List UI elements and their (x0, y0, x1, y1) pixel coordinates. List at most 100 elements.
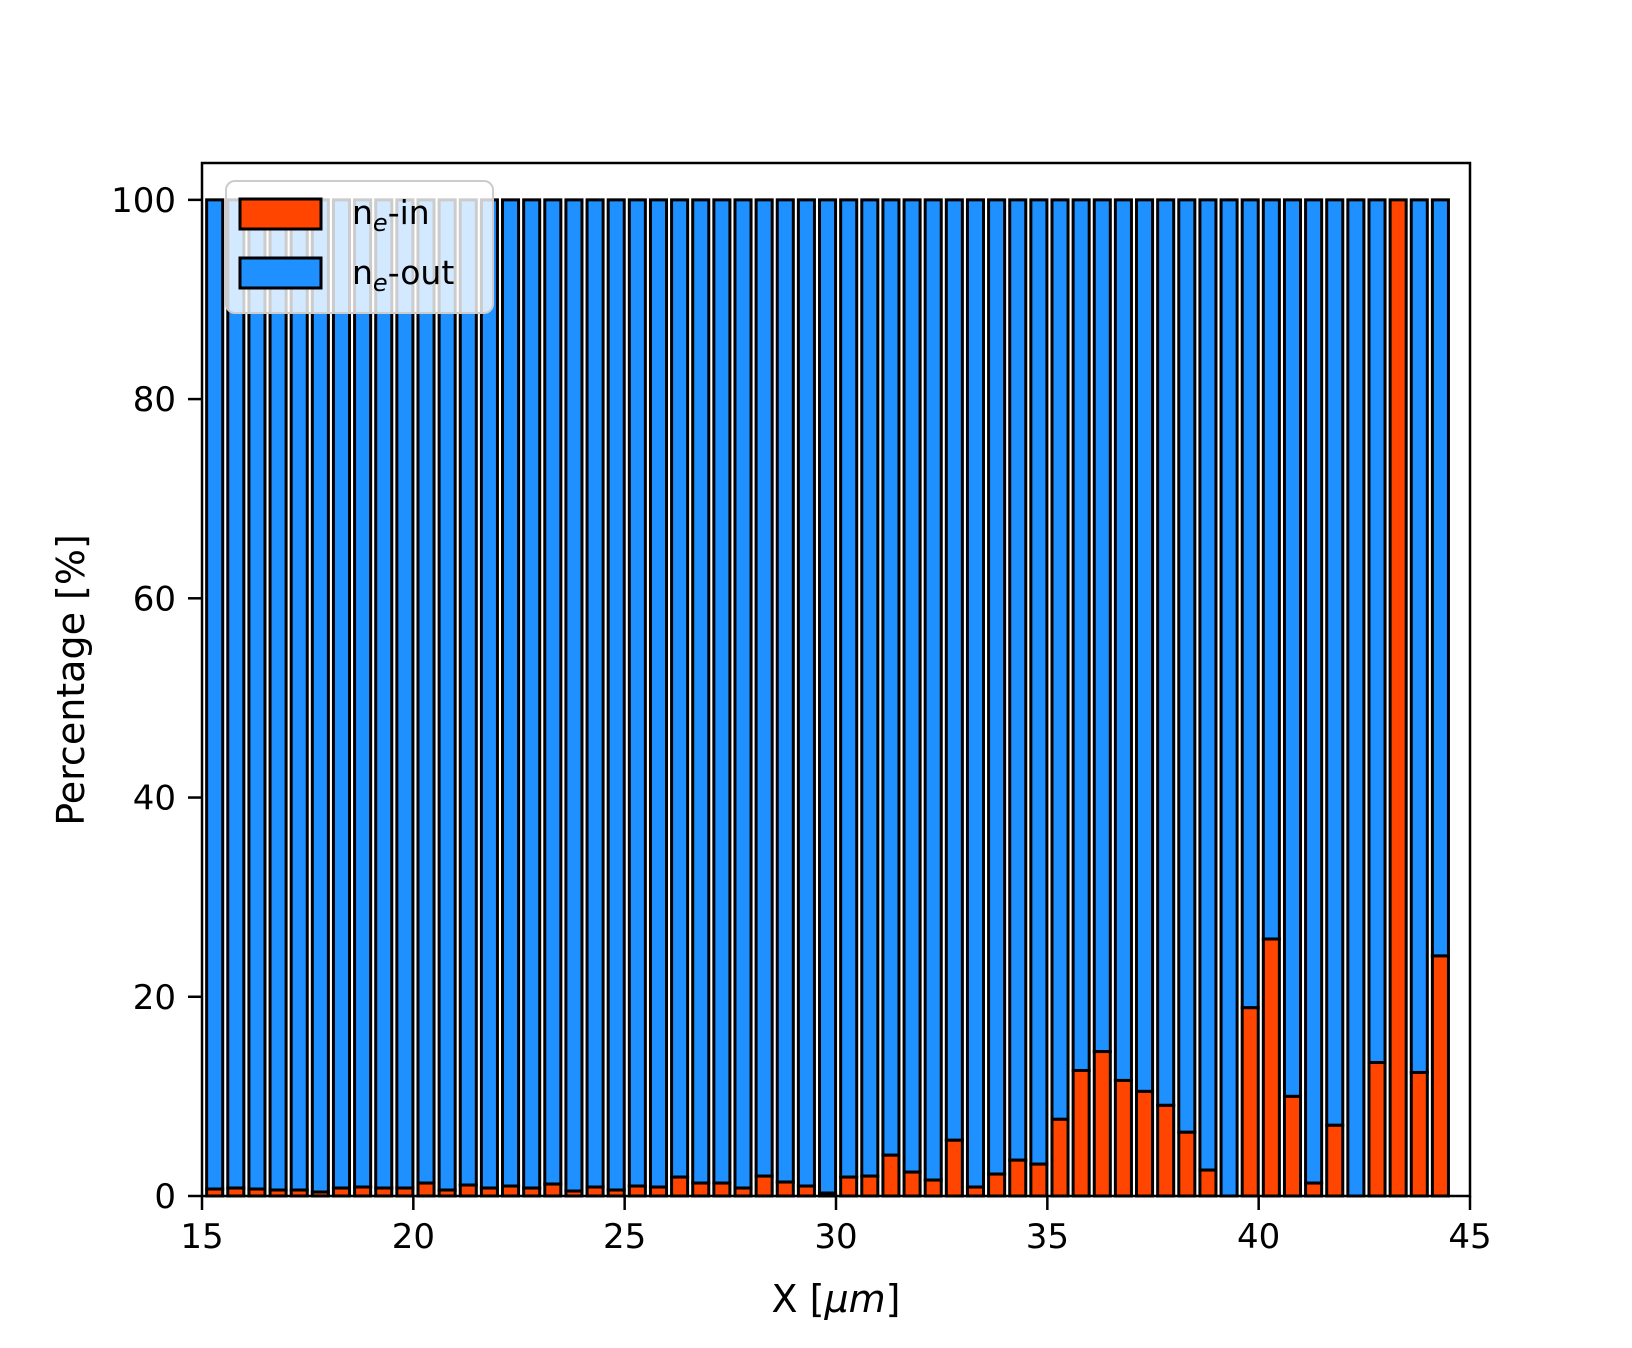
bar-segment-ne-out (733, 198, 753, 1190)
bar-segment-ne-out (331, 198, 352, 1190)
legend-label-ne-in: ne-in (352, 193, 430, 237)
bar-group (1135, 198, 1155, 1198)
bar-segment-ne-out (1050, 198, 1070, 1121)
bar-group (860, 198, 880, 1198)
bar-segment-ne-in (1050, 1117, 1070, 1198)
bar-group (1177, 198, 1197, 1198)
bar-group (796, 198, 816, 1198)
bar-segment-ne-in (1092, 1050, 1112, 1198)
bar-group (606, 198, 626, 1198)
bar-segment-ne-out (796, 198, 816, 1188)
bar-group (585, 198, 605, 1198)
bar-group (648, 198, 669, 1198)
bar-group (818, 198, 838, 1198)
bar-segment-ne-in (1198, 1168, 1218, 1198)
bar-segment-ne-out (1261, 198, 1281, 941)
x-axis-label: X [μm] (772, 1277, 901, 1321)
bar-segment-ne-out (1409, 198, 1429, 1074)
bar-segment-ne-in (1325, 1123, 1345, 1198)
bar-segment-ne-out (987, 198, 1007, 1176)
bar-group (1304, 198, 1324, 1198)
bar-group (1198, 198, 1218, 1198)
bar-segment-ne-in (1430, 954, 1450, 1198)
bar-segment-ne-out (416, 198, 436, 1185)
y-axis-label: Percentage [%] (49, 534, 93, 826)
bar-segment-ne-in (1113, 1078, 1133, 1198)
bar-group (1430, 198, 1450, 1198)
x-tick-label: 45 (1448, 1217, 1491, 1257)
bar-group (353, 198, 373, 1198)
bar-group (247, 198, 267, 1198)
bar-group (754, 198, 774, 1198)
bar-segment-ne-out (902, 198, 922, 1174)
ticks-layer: 15 20 25 30 35 40 45 0 20 40 60 80 100 (111, 181, 1492, 1257)
legend-swatch-ne-in (238, 197, 323, 231)
bar-group (733, 198, 753, 1198)
bar-segment-ne-in (1282, 1094, 1303, 1198)
bar-segment-ne-in (1029, 1162, 1049, 1198)
bar-group (268, 198, 288, 1198)
bar-segment-ne-out (1304, 198, 1324, 1185)
x-tick-label: 40 (1237, 1217, 1280, 1257)
bar-segment-ne-in (1367, 1061, 1387, 1198)
bar-group (458, 198, 478, 1198)
y-tick-label: 60 (133, 579, 176, 619)
bar-segment-ne-out (1198, 198, 1218, 1172)
bar-segment-ne-out (1092, 198, 1112, 1054)
bar-segment-ne-in (796, 1184, 816, 1198)
y-tick-label: 20 (133, 978, 176, 1018)
bar-segment-ne-in (458, 1183, 478, 1198)
bar-segment-ne-in (987, 1172, 1007, 1198)
bar-segment-ne-out (1219, 198, 1239, 1198)
bar-segment-ne-out (754, 198, 774, 1178)
legend-swatch-ne-out (238, 256, 323, 290)
bar-group (374, 198, 394, 1198)
bar-segment-ne-out (818, 198, 838, 1195)
bar-segment-ne-in (1304, 1181, 1324, 1198)
bar-segment-ne-out (1029, 198, 1049, 1166)
bar-segment-ne-out (353, 198, 373, 1189)
bar-segment-ne-out (395, 198, 415, 1190)
bar-group (670, 198, 690, 1198)
bar-segment-ne-in (881, 1153, 901, 1198)
bar-segment-ne-out (670, 198, 690, 1179)
bar-group (543, 198, 563, 1198)
y-tick-label: 40 (133, 779, 176, 819)
bar-group (1388, 198, 1408, 1198)
bar-group (1008, 198, 1028, 1198)
bar-segment-ne-in (670, 1175, 690, 1198)
bar-segment-ne-out (775, 198, 795, 1184)
bar-segment-ne-in (839, 1175, 859, 1198)
bar-group (1219, 198, 1239, 1198)
bar-segment-ne-in (712, 1181, 732, 1198)
bar-segment-ne-in (1156, 1103, 1176, 1198)
bars-layer (205, 198, 1450, 1198)
bar-segment-ne-out (374, 198, 394, 1190)
bar-segment-ne-out (1430, 198, 1450, 958)
bar-group (331, 198, 352, 1198)
bar-segment-ne-in (1261, 937, 1281, 1198)
bar-segment-ne-out (1156, 198, 1176, 1107)
bar-segment-ne-out (268, 198, 288, 1192)
legend-label-ne-in-n: n (352, 193, 373, 232)
bar-segment-ne-in (1071, 1068, 1091, 1198)
bar-segment-ne-in (627, 1184, 647, 1198)
bar-segment-ne-in (1388, 198, 1408, 1198)
bar-group (1325, 198, 1345, 1198)
bar-group (691, 198, 711, 1198)
bar-segment-ne-out (458, 198, 478, 1187)
x-tick-label: 35 (1026, 1217, 1069, 1257)
legend-label-ne-out-n: n (352, 253, 373, 292)
bar-group (1050, 198, 1070, 1198)
bar-segment-ne-in (944, 1138, 964, 1198)
bar-segment-ne-in (902, 1170, 922, 1198)
bar-group (564, 198, 584, 1198)
x-tick-label: 30 (814, 1217, 857, 1257)
bar-group (1261, 198, 1281, 1198)
bar-segment-ne-out (247, 198, 267, 1191)
x-tick-label: 25 (603, 1217, 646, 1257)
bar-segment-ne-out (648, 198, 669, 1189)
bar-segment-ne-out (501, 198, 521, 1188)
bar-segment-ne-out (1008, 198, 1028, 1162)
